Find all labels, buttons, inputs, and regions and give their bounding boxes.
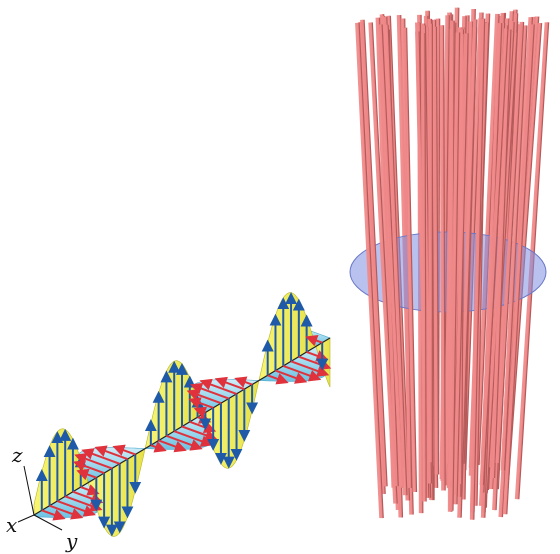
- magnetic-field-vector: [150, 441, 167, 453]
- ray-rod: [448, 20, 454, 481]
- magnetic-field-vector: [80, 484, 100, 496]
- ray-rod: [355, 22, 383, 519]
- magnetic-field-vector: [41, 509, 66, 521]
- ray-rod: [368, 22, 397, 504]
- magnetic-field-vector: [267, 373, 289, 385]
- ray-rod: [360, 19, 387, 487]
- ray-rod: [420, 33, 426, 502]
- ray-rod: [432, 26, 438, 475]
- magnetic-field-vector: [234, 376, 253, 388]
- ray-rod-shadow: [493, 29, 512, 479]
- ray-rod-shadow: [362, 19, 388, 487]
- ray-rod-shadow: [502, 25, 528, 471]
- ray-rod: [490, 29, 511, 479]
- magnetic-field-vector: [199, 378, 237, 395]
- y-axis-line: [33, 514, 63, 531]
- ray-rod-shadow: [497, 21, 525, 464]
- magnetic-field-vector: [275, 369, 308, 384]
- ray-rod-shadow: [455, 33, 469, 505]
- ray-rod-shadow: [451, 32, 461, 511]
- magnetic-field-vector: [181, 425, 218, 441]
- ray-rod: [402, 27, 416, 492]
- magnetic-field-vector: [173, 430, 214, 447]
- magnetic-field-vector: [193, 406, 208, 419]
- field-vectors: [35, 292, 332, 537]
- ray-rod-shadow: [442, 25, 446, 491]
- z-axis-label: z: [11, 443, 23, 467]
- z-axis-line: [23, 465, 35, 516]
- magnetic-field-vector: [282, 365, 322, 382]
- ray-rod-shadow: [472, 18, 486, 513]
- magnetic-field-vector: [57, 500, 96, 517]
- ray-rod-shadow: [434, 26, 440, 475]
- magnetic-field-vector: [72, 460, 105, 475]
- magnetic-field-vector: [49, 504, 84, 520]
- axis-triad: z x y: [6, 443, 78, 553]
- ray-rod-shadow: [459, 27, 478, 518]
- ray-rod-shadow: [357, 22, 384, 519]
- ray-rod-shadow: [386, 24, 408, 496]
- x-axis-line: [17, 514, 35, 523]
- magnetic-field-vector: [305, 334, 323, 347]
- magnetic-field-vector: [290, 360, 330, 377]
- ray-bundle-front: [355, 16, 535, 519]
- ray-rod-shadow: [405, 27, 418, 492]
- ray-rod-shadow: [423, 33, 427, 502]
- ray-rod: [358, 21, 385, 494]
- ray-rod: [500, 25, 527, 471]
- y-axis-label: y: [65, 529, 78, 553]
- ray-rod: [439, 25, 445, 491]
- ray-rod: [384, 24, 407, 496]
- ray-rod: [479, 28, 508, 486]
- ray-rod: [502, 24, 534, 515]
- ray-rod: [453, 33, 468, 505]
- magnetic-field-vector: [72, 490, 104, 505]
- x-axis-label: x: [6, 513, 17, 537]
- ray-rod-shadow: [481, 28, 509, 486]
- em-wave: [33, 292, 332, 537]
- magnetic-field-vector: [306, 350, 329, 362]
- magnetic-field-vector: [112, 444, 136, 456]
- ray-rod: [448, 32, 460, 511]
- ray-rod: [378, 30, 404, 487]
- magnetic-field-vector: [76, 468, 97, 481]
- ray-rod: [470, 18, 485, 513]
- magnetic-field-vector: [186, 389, 222, 405]
- magnetic-field-vector: [188, 397, 214, 409]
- ray-rod-shadow: [505, 24, 535, 515]
- magnetic-field-vector: [158, 439, 187, 453]
- magnetic-field-vector: [81, 448, 121, 465]
- magnetic-field-vector: [166, 434, 203, 451]
- ray-rod: [495, 21, 524, 464]
